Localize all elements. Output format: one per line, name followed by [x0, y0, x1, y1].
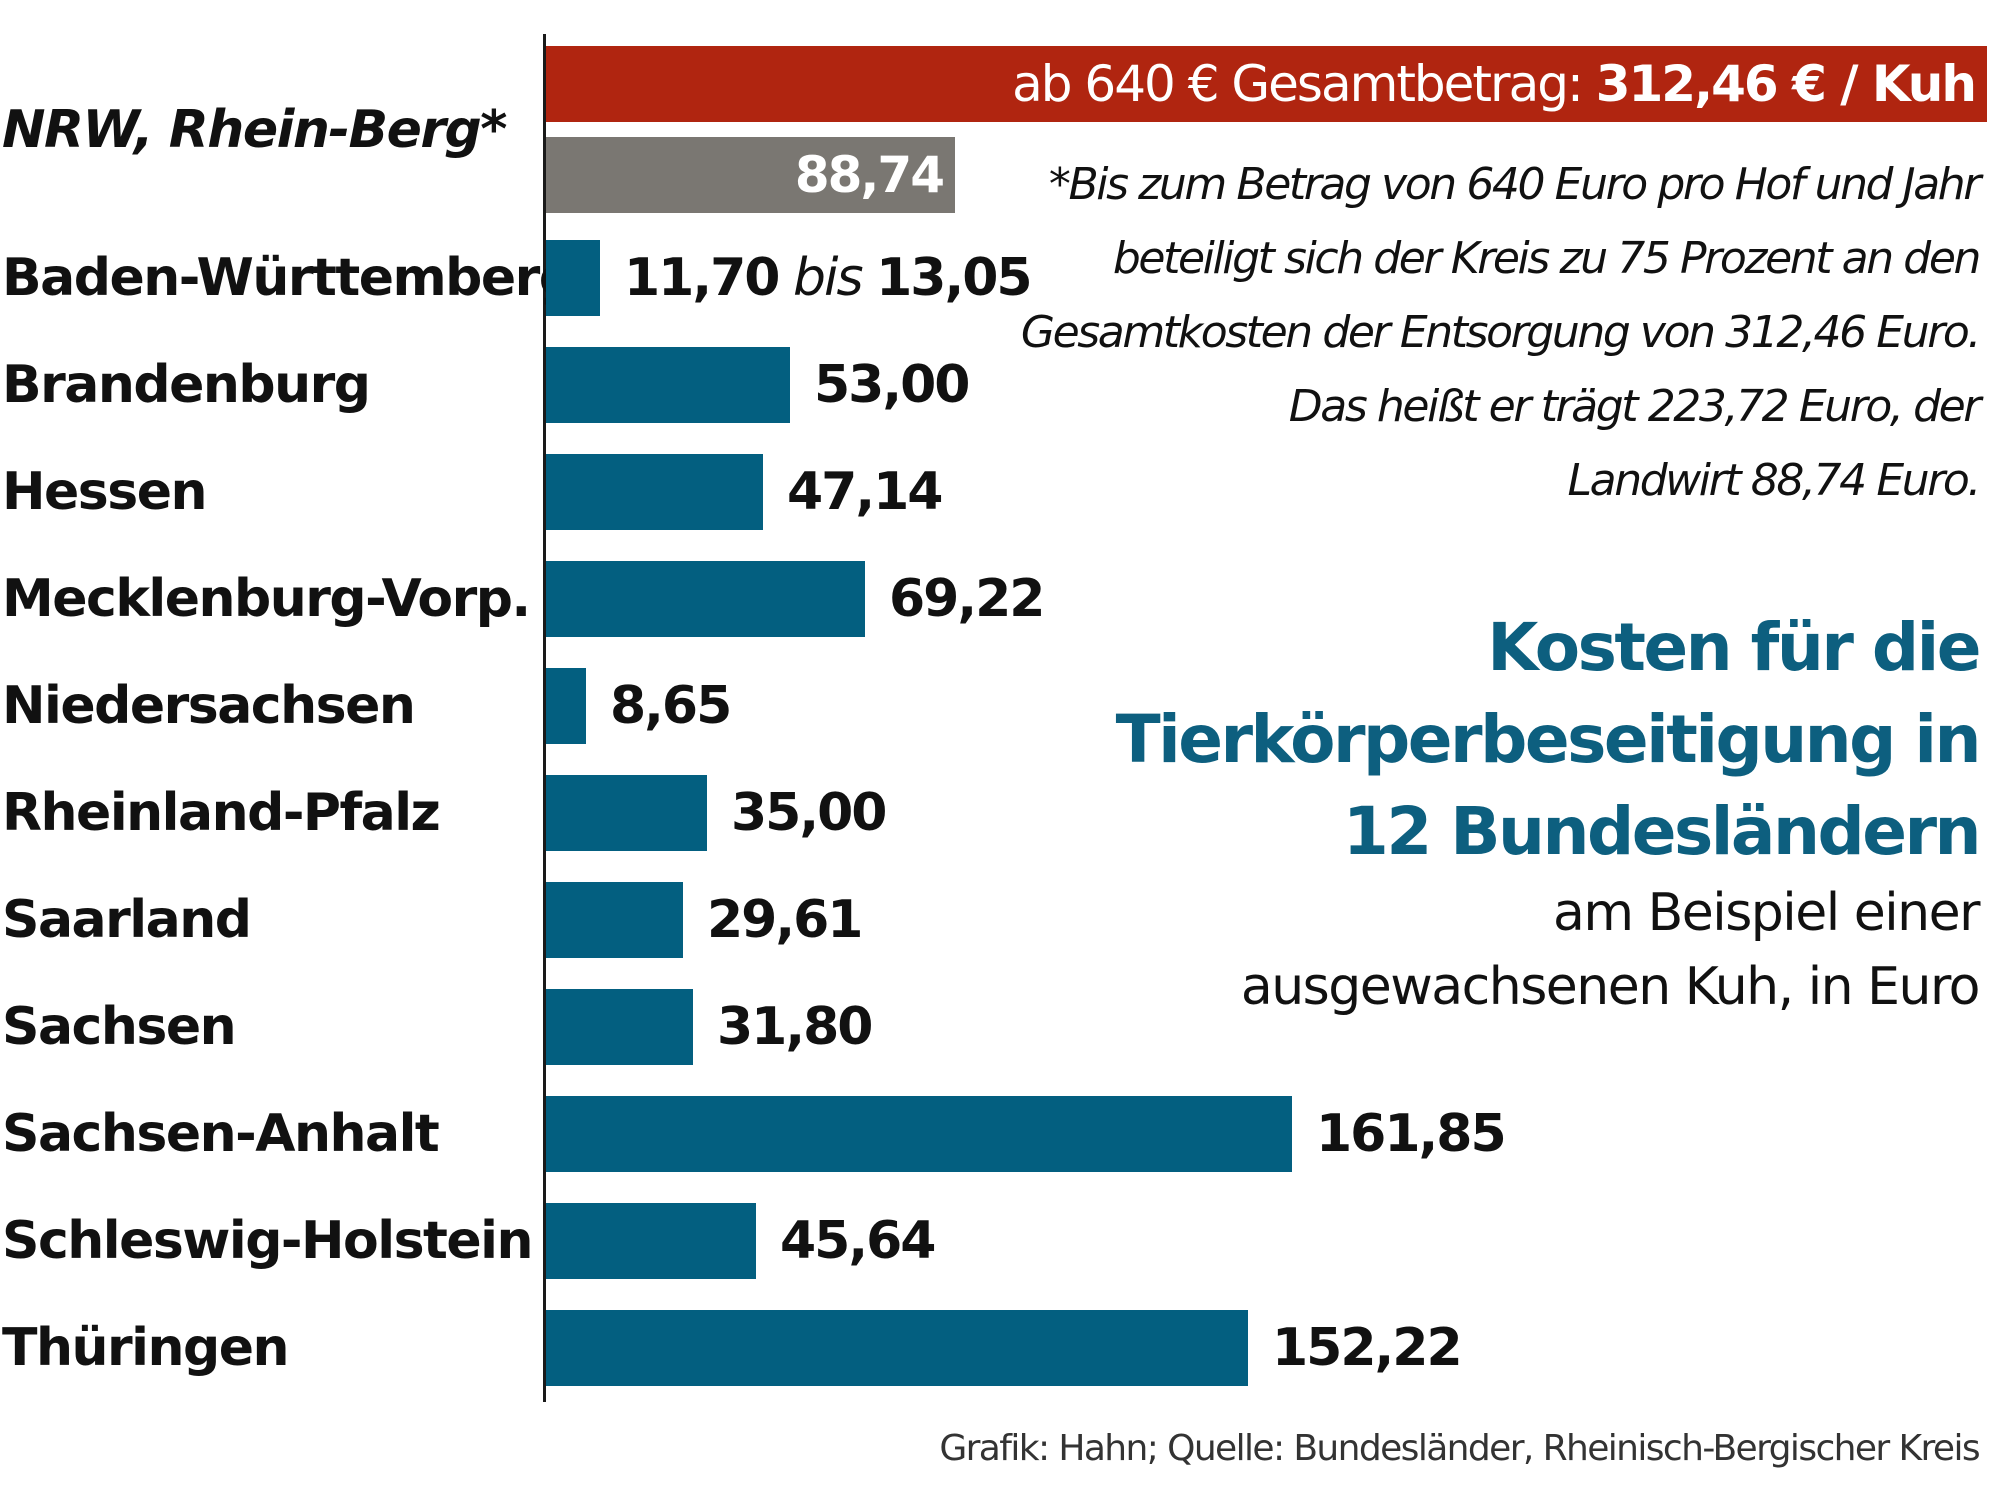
category-label: Sachsen-Anhalt — [2, 1104, 440, 1164]
footnote-line: *Bis zum Betrag von 640 Euro pro Hof und… — [1048, 159, 1982, 210]
chart-subtitle: am Beispiel einer ausgewachsenen Kuh, in… — [979, 876, 1981, 1024]
chart-title: Kosten für die Tierkörperbeseitigung in … — [979, 602, 1982, 878]
data-label: 29,61 — [707, 882, 863, 958]
chart-title-line: Kosten für die — [1487, 609, 1981, 686]
footnote-line: Gesamtkosten der Entsorgung von 312,46 E… — [1020, 307, 1982, 358]
footnote-line: Das heißt er trägt 223,72 Euro, der — [1288, 381, 1982, 432]
data-label-value: 152,22 — [1272, 1318, 1463, 1378]
bar — [546, 882, 683, 958]
total-cost-label-value: 312,46 € / Kuh — [1595, 55, 1977, 113]
farmer-share-value: 88,74 — [794, 146, 945, 204]
bar — [546, 561, 865, 637]
bar — [546, 240, 600, 316]
data-label: 69,22 — [889, 561, 1045, 637]
data-label-value: 69,22 — [889, 569, 1045, 629]
total-cost-label-prefix: ab 640 € Gesamtbetrag: — [1012, 55, 1596, 113]
farmer-share-bar — [546, 137, 955, 213]
data-label-value: 161,85 — [1316, 1104, 1507, 1164]
category-label: Thüringen — [2, 1318, 290, 1378]
category-label: Baden-Württemberg — [2, 248, 576, 308]
category-label: Rheinland-Pfalz — [2, 783, 441, 843]
chart-title-line: Tierkörperbeseitigung in — [1115, 701, 1982, 778]
category-label: Brandenburg — [2, 355, 371, 415]
chart-title-line: 12 Bundesländern — [1342, 793, 1982, 870]
data-label: 35,00 — [731, 775, 887, 851]
data-label: 47,14 — [787, 454, 943, 530]
data-label: 152,22 — [1272, 1310, 1463, 1386]
bar — [546, 454, 763, 530]
category-label-nrw: NRW, Rhein-Berg* — [2, 100, 507, 160]
data-label-value: 47,14 — [787, 462, 943, 522]
data-label: 11,70 bis 13,05 — [624, 240, 1033, 316]
bar — [546, 668, 586, 744]
data-label-value: 29,61 — [707, 890, 863, 950]
data-label: 31,80 — [717, 989, 873, 1065]
category-label: Mecklenburg-Vorp. — [2, 569, 531, 629]
data-label: 53,00 — [814, 347, 970, 423]
footnote-annotation: *Bis zum Betrag von 640 Euro pro Hof und… — [979, 148, 1982, 518]
footnote-line: Landwirt 88,74 Euro. — [1567, 455, 1982, 506]
data-label-value: 11,70 — [624, 248, 780, 308]
total-cost-label: ab 640 € Gesamtbetrag: 312,46 € / Kuh — [1012, 46, 1977, 122]
data-label-value: 8,65 — [610, 676, 732, 736]
data-label-value: 31,80 — [717, 997, 873, 1057]
footnote-line: beteiligt sich der Kreis zu 75 Prozent a… — [1112, 233, 1982, 284]
bar — [546, 347, 790, 423]
data-label-range-word: bis — [778, 248, 877, 308]
total-cost-bar — [546, 46, 1987, 122]
bar — [546, 1096, 1292, 1172]
data-label: 45,64 — [780, 1203, 936, 1279]
category-label: Sachsen — [2, 997, 237, 1057]
data-label: 161,85 — [1316, 1096, 1507, 1172]
category-label: Hessen — [2, 462, 207, 522]
data-label: 8,65 — [610, 668, 732, 744]
data-label-value: 45,64 — [780, 1211, 936, 1271]
category-label: Saarland — [2, 890, 252, 950]
source-credit: Grafik: Hahn; Quelle: Bundesländer, Rhei… — [939, 1428, 1980, 1469]
y-axis-line — [543, 34, 546, 1402]
data-label-value: 53,00 — [814, 355, 970, 415]
bar — [546, 1310, 1248, 1386]
chart-subtitle-line: am Beispiel einer — [1553, 883, 1980, 943]
category-label: Niedersachsen — [2, 676, 416, 736]
data-label-value-upper: 13,05 — [876, 248, 1032, 308]
chart-subtitle-line: ausgewachsenen Kuh, in Euro — [1240, 957, 1981, 1017]
bar — [546, 989, 693, 1065]
data-label-value: 35,00 — [731, 783, 887, 843]
bar — [546, 775, 707, 851]
bar — [546, 1203, 756, 1279]
category-label: Schleswig-Holstein — [2, 1211, 534, 1271]
